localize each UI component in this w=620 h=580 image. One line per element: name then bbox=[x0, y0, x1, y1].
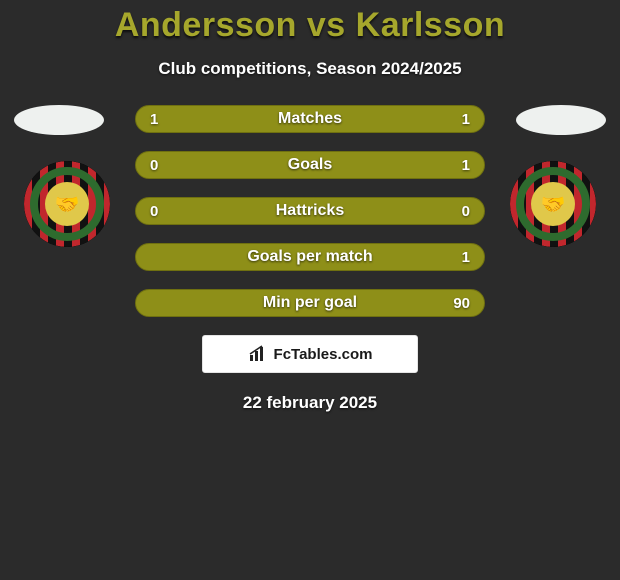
handshake-icon: 🤝 bbox=[531, 182, 575, 226]
stat-row-min-per-goal: Min per goal 90 bbox=[135, 289, 485, 317]
stat-label: Goals per match bbox=[136, 248, 484, 266]
stat-label: Min per goal bbox=[136, 294, 484, 312]
date-text: 22 february 2025 bbox=[0, 393, 620, 413]
stats-bars: 1 Matches 1 0 Goals 1 0 Hattricks 0 Goal… bbox=[135, 105, 485, 317]
attribution-badge: FcTables.com bbox=[202, 335, 418, 373]
stat-row-goals-per-match: Goals per match 1 bbox=[135, 243, 485, 271]
club-badge-left: 🤝 bbox=[24, 161, 110, 247]
player-slot-left bbox=[14, 105, 104, 135]
content-area: 🤝 🤝 1 Matches 1 0 Goals 1 0 Hattricks 0 bbox=[0, 105, 620, 413]
attribution-text: FcTables.com bbox=[274, 346, 373, 363]
page-title: Andersson vs Karlsson bbox=[0, 6, 620, 45]
infographic-container: Andersson vs Karlsson Club competitions,… bbox=[0, 0, 620, 413]
player-slot-right bbox=[516, 105, 606, 135]
stat-label: Goals bbox=[136, 156, 484, 174]
club-badge-right: 🤝 bbox=[510, 161, 596, 247]
stat-label: Hattricks bbox=[136, 202, 484, 220]
bar-chart-icon bbox=[248, 345, 268, 363]
handshake-icon: 🤝 bbox=[45, 182, 89, 226]
subtitle: Club competitions, Season 2024/2025 bbox=[0, 59, 620, 79]
stat-label: Matches bbox=[136, 110, 484, 128]
stat-row-hattricks: 0 Hattricks 0 bbox=[135, 197, 485, 225]
stat-row-matches: 1 Matches 1 bbox=[135, 105, 485, 133]
stat-row-goals: 0 Goals 1 bbox=[135, 151, 485, 179]
